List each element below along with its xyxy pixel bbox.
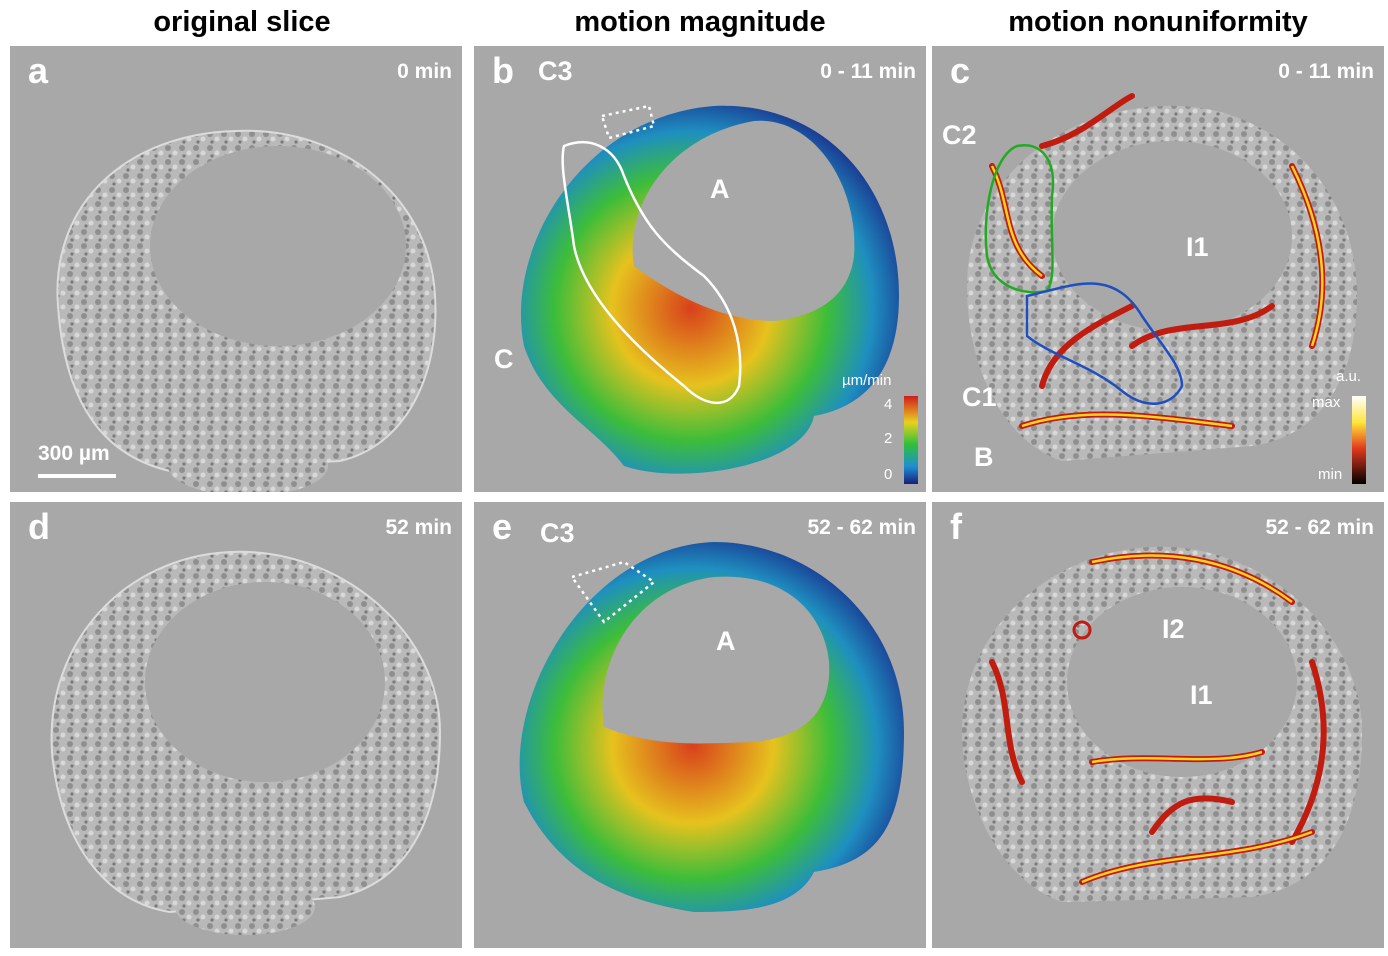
embryo-image-a — [56, 129, 437, 492]
panel-b: b 0 - 11 min C3 A C µm/min 4 2 0 — [474, 46, 926, 492]
annotation-A: A — [710, 174, 730, 204]
column-title-original: original slice — [153, 6, 331, 38]
annotation-I1: I1 — [1186, 232, 1209, 262]
panel-a: a 0 min 300 µm — [10, 46, 462, 492]
panel-f: f 52 - 62 min I2 I1 — [932, 502, 1384, 948]
colorbar-tick-4: 4 — [884, 396, 893, 413]
annotation-I1-f: I1 — [1190, 680, 1213, 710]
colorbar-unit: µm/min — [842, 372, 892, 389]
panel-label-e: e — [492, 506, 513, 547]
embryo-image-d — [50, 550, 442, 935]
annotation-C3: C3 — [538, 56, 573, 86]
scalebar-label: 300 µm — [38, 442, 110, 465]
column-title-nonuniformity: motion nonuniformity — [1008, 6, 1308, 38]
panel-c: c 0 - 11 min C2 I1 C1 B a.u. max min — [932, 46, 1384, 492]
colorbar-max: max — [1312, 394, 1341, 411]
panel-d: d 52 min — [10, 502, 462, 948]
panel-time-f: 52 - 62 min — [1265, 516, 1374, 539]
annotation-I2: I2 — [1162, 614, 1185, 644]
colorbar-unit-au: a.u. — [1336, 368, 1362, 385]
panel-label-a: a — [28, 50, 49, 91]
annotation-C3-e: C3 — [540, 518, 575, 548]
scalebar-line — [38, 474, 116, 478]
annotation-C2: C2 — [942, 120, 977, 150]
panel-label-d: d — [28, 506, 50, 547]
column-title-magnitude: motion magnitude — [574, 6, 826, 38]
colorbar-min: min — [1318, 466, 1343, 483]
panel-e: e 52 - 62 min C3 A — [474, 502, 926, 948]
panel-time-d: 52 min — [385, 516, 452, 539]
panel-time-b: 0 - 11 min — [820, 60, 916, 83]
colorbar-tick-2: 2 — [884, 430, 893, 447]
colorbar-tick-0: 0 — [884, 466, 893, 483]
motion-magnitude-map-b — [520, 104, 918, 484]
panel-label-b: b — [492, 50, 514, 91]
annotation-B: B — [974, 442, 994, 472]
motion-nonuniformity-map-c — [967, 93, 1366, 484]
panel-label-c: c — [950, 50, 971, 91]
annotation-C: C — [494, 344, 514, 374]
panel-label-f: f — [950, 506, 962, 547]
annotation-A-e: A — [716, 626, 736, 656]
annotation-C1: C1 — [962, 382, 997, 412]
panel-time-c: 0 - 11 min — [1278, 60, 1374, 83]
motion-nonuniformity-map-f — [962, 546, 1362, 902]
panel-time-e: 52 - 62 min — [807, 516, 916, 539]
panel-time-a: 0 min — [397, 60, 452, 83]
motion-magnitude-map-e — [519, 542, 904, 912]
